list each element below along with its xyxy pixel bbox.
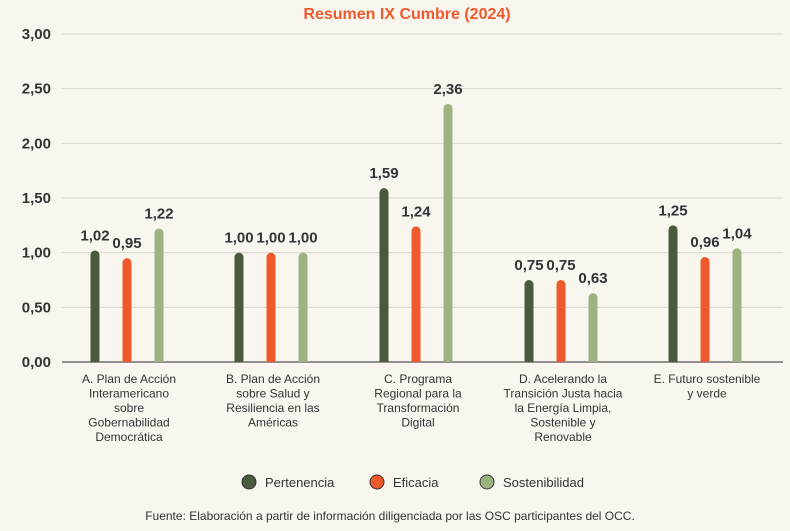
bar-base [90, 357, 100, 362]
y-tick-label: 1,00 [22, 245, 51, 262]
data-label: 1,02 [80, 227, 109, 244]
bar-sostenibilidad [588, 293, 598, 362]
data-label: 1,22 [144, 206, 173, 223]
grid-lines [62, 33, 783, 363]
category-label-line: Resiliencia en las [226, 401, 319, 415]
bar-eficacia [411, 226, 421, 362]
bar-eficacia [266, 252, 276, 362]
data-label: 0,75 [514, 257, 543, 274]
category-label-line: C. Programa [384, 372, 452, 386]
category-label: A. Plan de Acción Interamericano sobre Gobe… [82, 372, 176, 444]
data-label: 1,25 [658, 202, 687, 219]
legend-swatch [479, 474, 495, 490]
category-label-line: y verde [687, 387, 727, 401]
data-label: 1,00 [288, 230, 317, 247]
category-label-line: Digital [401, 416, 434, 430]
legend-swatch [241, 474, 257, 490]
legend-item-pertenencia: Pertenencia [241, 474, 335, 490]
bar-base [556, 357, 566, 362]
bar-pertenencia [379, 188, 389, 362]
bar-base [443, 357, 453, 362]
category-label-line: Democrática [95, 430, 163, 444]
data-label: 2,36 [433, 81, 462, 98]
category-label-line: B. Plan de Acción [226, 372, 320, 386]
category-label-line: Renovable [534, 430, 592, 444]
bar-pertenencia [234, 252, 244, 362]
y-tick-label: 1,50 [22, 190, 51, 207]
bar-sostenibilidad [298, 252, 308, 362]
category-label-line: A. Plan de Acción [82, 372, 176, 386]
bar-pertenencia [524, 280, 534, 362]
category-label-line: sobre Salud y [236, 387, 309, 401]
category-label-line: E. Futuro sostenible [654, 372, 761, 386]
bar-pertenencia [668, 225, 678, 362]
data-label: 0,96 [690, 234, 719, 251]
bar-eficacia [700, 257, 710, 362]
bar-base [588, 357, 598, 362]
bar-base [298, 357, 308, 362]
y-axis-ticks: 0,00 0,50 1,00 1,50 2,00 2,50 3,00 [22, 26, 51, 371]
category-label-line: sobre [114, 401, 144, 415]
data-label: 1,04 [722, 225, 752, 242]
category-label-line: Regional para la [374, 387, 462, 401]
data-label: 1,59 [369, 165, 398, 182]
y-tick-label: 3,00 [22, 26, 51, 43]
bar-sostenibilidad [732, 248, 742, 362]
category-label-line: Gobernabilidad [88, 416, 169, 430]
category-label: D. Acelerando la Transición Justa hacia la… [504, 372, 623, 444]
bar-base [732, 357, 742, 362]
category-label-line: Transformación [377, 401, 460, 415]
bar-eficacia [556, 280, 566, 362]
category-label-line: Interamericano [89, 387, 169, 401]
legend-item-eficacia: Eficacia [369, 474, 439, 490]
data-label: 0,63 [578, 270, 607, 287]
source-note: Fuente: Elaboración a partir de informac… [145, 509, 635, 523]
data-label: 0,75 [546, 257, 575, 274]
category-label: B. Plan de Acción sobre Salud y Resilienci… [226, 372, 320, 430]
category-label-line: la Energía Limpia, [515, 401, 612, 415]
data-labels: 1,02 1,00 1,59 0,75 1,25 0,95 1,00 1,24 0,75 0,96… [80, 81, 752, 287]
y-tick-label: 0,50 [22, 299, 51, 316]
bar-base [411, 357, 421, 362]
category-label: E. Futuro sostenible y verde [654, 372, 761, 401]
x-axis-categories: A. Plan de Acción Interamericano sobre Gobe… [82, 372, 761, 444]
y-tick-label: 0,00 [22, 354, 51, 371]
chart-title: Resumen IX Cumbre (2024) [303, 6, 510, 23]
bar-pertenencia [90, 250, 100, 362]
y-tick-label: 2,00 [22, 135, 51, 152]
bars [90, 103, 742, 363]
bar-base [700, 357, 710, 362]
bar-base [266, 357, 276, 362]
bar-base [122, 357, 132, 362]
data-label: 0,95 [112, 235, 141, 252]
category-label-line: Américas [248, 416, 298, 430]
data-label: 1,00 [256, 230, 285, 247]
legend-label: Sostenibilidad [503, 475, 584, 490]
category-label: C. Programa Regional para la Transformació… [374, 372, 462, 430]
data-label: 1,24 [401, 203, 431, 220]
legend-item-sostenibilidad: Sostenibilidad [479, 474, 584, 490]
bar-sostenibilidad [154, 228, 164, 362]
category-label-line: Sostenible y [530, 416, 595, 430]
legend-swatch [369, 474, 385, 490]
bar-eficacia [122, 258, 132, 362]
bar-base [524, 357, 534, 362]
category-label-line: D. Acelerando la [519, 372, 607, 386]
legend: Pertenencia Eficacia Sostenibilidad [241, 474, 584, 490]
bar-base [379, 357, 389, 362]
bar-sostenibilidad [443, 103, 453, 363]
legend-label: Pertenencia [265, 475, 335, 490]
data-label: 1,00 [224, 230, 253, 247]
category-label-line: Transición Justa hacia [504, 387, 623, 401]
legend-label: Eficacia [393, 475, 439, 490]
y-tick-label: 2,50 [22, 81, 51, 98]
bar-base [234, 357, 244, 362]
bar-base [668, 357, 678, 362]
bar-base [154, 357, 164, 362]
